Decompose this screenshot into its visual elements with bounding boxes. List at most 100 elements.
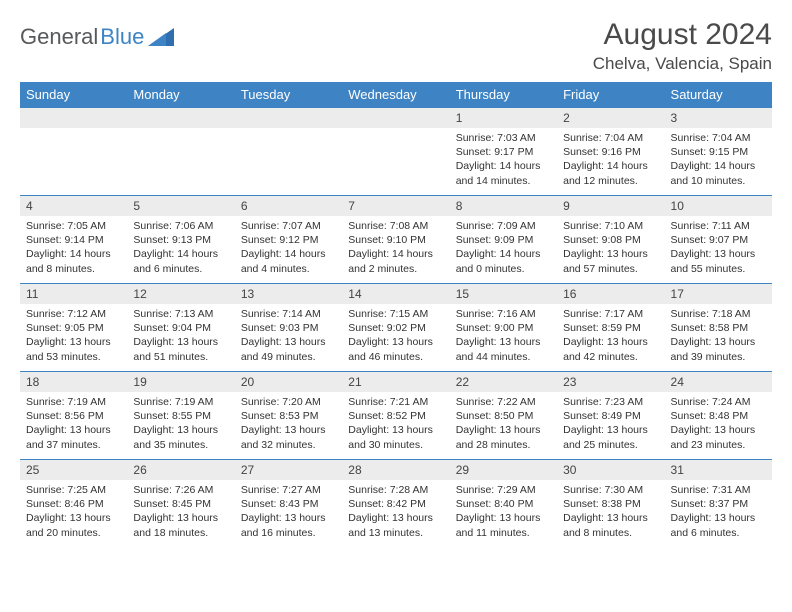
day-details: Sunrise: 7:29 AMSunset: 8:40 PMDaylight:…	[450, 480, 557, 544]
sunset-text: Sunset: 8:52 PM	[348, 409, 443, 423]
brand-part1: General	[20, 24, 98, 50]
calendar-row: 11Sunrise: 7:12 AMSunset: 9:05 PMDayligh…	[20, 283, 772, 371]
day-details: Sunrise: 7:22 AMSunset: 8:50 PMDaylight:…	[450, 392, 557, 456]
daylight-text: Daylight: 13 hours and 28 minutes.	[456, 423, 551, 451]
daylight-text: Daylight: 13 hours and 13 minutes.	[348, 511, 443, 539]
calendar-cell: 9Sunrise: 7:10 AMSunset: 9:08 PMDaylight…	[557, 195, 664, 283]
sunrise-text: Sunrise: 7:04 AM	[563, 131, 658, 145]
day-details: Sunrise: 7:15 AMSunset: 9:02 PMDaylight:…	[342, 304, 449, 368]
calendar-cell: 28Sunrise: 7:28 AMSunset: 8:42 PMDayligh…	[342, 459, 449, 547]
sunrise-text: Sunrise: 7:12 AM	[26, 307, 121, 321]
calendar-row: 4Sunrise: 7:05 AMSunset: 9:14 PMDaylight…	[20, 195, 772, 283]
sunrise-text: Sunrise: 7:19 AM	[133, 395, 228, 409]
sunrise-text: Sunrise: 7:07 AM	[241, 219, 336, 233]
calendar-cell: 27Sunrise: 7:27 AMSunset: 8:43 PMDayligh…	[235, 459, 342, 547]
sunrise-text: Sunrise: 7:23 AM	[563, 395, 658, 409]
day-details: Sunrise: 7:16 AMSunset: 9:00 PMDaylight:…	[450, 304, 557, 368]
calendar-cell: 15Sunrise: 7:16 AMSunset: 9:00 PMDayligh…	[450, 283, 557, 371]
calendar-cell: 5Sunrise: 7:06 AMSunset: 9:13 PMDaylight…	[127, 195, 234, 283]
header: GeneralBlue August 2024 Chelva, Valencia…	[20, 18, 772, 74]
day-details: Sunrise: 7:13 AMSunset: 9:04 PMDaylight:…	[127, 304, 234, 368]
sunset-text: Sunset: 8:49 PM	[563, 409, 658, 423]
sunset-text: Sunset: 8:48 PM	[671, 409, 766, 423]
day-number: 10	[665, 195, 772, 216]
day-details: Sunrise: 7:24 AMSunset: 8:48 PMDaylight:…	[665, 392, 772, 456]
calendar-cell: 29Sunrise: 7:29 AMSunset: 8:40 PMDayligh…	[450, 459, 557, 547]
calendar-cell: 26Sunrise: 7:26 AMSunset: 8:45 PMDayligh…	[127, 459, 234, 547]
day-details	[342, 128, 449, 135]
sunrise-text: Sunrise: 7:28 AM	[348, 483, 443, 497]
sunset-text: Sunset: 8:56 PM	[26, 409, 121, 423]
calendar-cell: 6Sunrise: 7:07 AMSunset: 9:12 PMDaylight…	[235, 195, 342, 283]
sunset-text: Sunset: 8:40 PM	[456, 497, 551, 511]
day-details: Sunrise: 7:06 AMSunset: 9:13 PMDaylight:…	[127, 216, 234, 280]
sunrise-text: Sunrise: 7:31 AM	[671, 483, 766, 497]
daylight-text: Daylight: 13 hours and 23 minutes.	[671, 423, 766, 451]
day-number: 13	[235, 283, 342, 304]
daylight-text: Daylight: 14 hours and 2 minutes.	[348, 247, 443, 275]
day-details: Sunrise: 7:11 AMSunset: 9:07 PMDaylight:…	[665, 216, 772, 280]
sunrise-text: Sunrise: 7:25 AM	[26, 483, 121, 497]
day-number: 14	[342, 283, 449, 304]
day-number: 30	[557, 459, 664, 480]
day-details: Sunrise: 7:19 AMSunset: 8:56 PMDaylight:…	[20, 392, 127, 456]
day-number: 3	[665, 107, 772, 128]
calendar-cell	[342, 107, 449, 195]
sunset-text: Sunset: 9:08 PM	[563, 233, 658, 247]
daylight-text: Daylight: 13 hours and 25 minutes.	[563, 423, 658, 451]
day-number: 12	[127, 283, 234, 304]
day-number: 31	[665, 459, 772, 480]
calendar-cell: 7Sunrise: 7:08 AMSunset: 9:10 PMDaylight…	[342, 195, 449, 283]
day-number: 11	[20, 283, 127, 304]
sunrise-text: Sunrise: 7:26 AM	[133, 483, 228, 497]
sunrise-text: Sunrise: 7:05 AM	[26, 219, 121, 233]
day-details: Sunrise: 7:27 AMSunset: 8:43 PMDaylight:…	[235, 480, 342, 544]
day-details: Sunrise: 7:03 AMSunset: 9:17 PMDaylight:…	[450, 128, 557, 192]
daylight-text: Daylight: 13 hours and 35 minutes.	[133, 423, 228, 451]
calendar-cell: 14Sunrise: 7:15 AMSunset: 9:02 PMDayligh…	[342, 283, 449, 371]
daylight-text: Daylight: 13 hours and 32 minutes.	[241, 423, 336, 451]
day-details: Sunrise: 7:17 AMSunset: 8:59 PMDaylight:…	[557, 304, 664, 368]
sunrise-text: Sunrise: 7:04 AM	[671, 131, 766, 145]
sunrise-text: Sunrise: 7:24 AM	[671, 395, 766, 409]
sunset-text: Sunset: 9:14 PM	[26, 233, 121, 247]
day-number: 16	[557, 283, 664, 304]
calendar-cell: 16Sunrise: 7:17 AMSunset: 8:59 PMDayligh…	[557, 283, 664, 371]
sunset-text: Sunset: 9:16 PM	[563, 145, 658, 159]
day-details: Sunrise: 7:26 AMSunset: 8:45 PMDaylight:…	[127, 480, 234, 544]
sunset-text: Sunset: 8:45 PM	[133, 497, 228, 511]
daylight-text: Daylight: 14 hours and 14 minutes.	[456, 159, 551, 187]
day-details: Sunrise: 7:20 AMSunset: 8:53 PMDaylight:…	[235, 392, 342, 456]
calendar-cell: 18Sunrise: 7:19 AMSunset: 8:56 PMDayligh…	[20, 371, 127, 459]
sunset-text: Sunset: 9:03 PM	[241, 321, 336, 335]
day-details: Sunrise: 7:19 AMSunset: 8:55 PMDaylight:…	[127, 392, 234, 456]
day-details	[20, 128, 127, 135]
calendar-cell: 24Sunrise: 7:24 AMSunset: 8:48 PMDayligh…	[665, 371, 772, 459]
day-details: Sunrise: 7:09 AMSunset: 9:09 PMDaylight:…	[450, 216, 557, 280]
daylight-text: Daylight: 14 hours and 12 minutes.	[563, 159, 658, 187]
sunrise-text: Sunrise: 7:17 AM	[563, 307, 658, 321]
day-details: Sunrise: 7:05 AMSunset: 9:14 PMDaylight:…	[20, 216, 127, 280]
daylight-text: Daylight: 14 hours and 4 minutes.	[241, 247, 336, 275]
day-number: 6	[235, 195, 342, 216]
month-title: August 2024	[593, 18, 772, 52]
sunrise-text: Sunrise: 7:21 AM	[348, 395, 443, 409]
daylight-text: Daylight: 13 hours and 57 minutes.	[563, 247, 658, 275]
sunset-text: Sunset: 8:53 PM	[241, 409, 336, 423]
sunrise-text: Sunrise: 7:22 AM	[456, 395, 551, 409]
sunrise-text: Sunrise: 7:19 AM	[26, 395, 121, 409]
day-number: 17	[665, 283, 772, 304]
daylight-text: Daylight: 14 hours and 8 minutes.	[26, 247, 121, 275]
weekday-header-row: Sunday Monday Tuesday Wednesday Thursday…	[20, 82, 772, 107]
calendar-row: 25Sunrise: 7:25 AMSunset: 8:46 PMDayligh…	[20, 459, 772, 547]
daylight-text: Daylight: 13 hours and 39 minutes.	[671, 335, 766, 363]
day-details: Sunrise: 7:12 AMSunset: 9:05 PMDaylight:…	[20, 304, 127, 368]
day-number: 25	[20, 459, 127, 480]
day-number	[127, 107, 234, 128]
day-details: Sunrise: 7:14 AMSunset: 9:03 PMDaylight:…	[235, 304, 342, 368]
sunset-text: Sunset: 9:02 PM	[348, 321, 443, 335]
day-number	[235, 107, 342, 128]
sunrise-text: Sunrise: 7:18 AM	[671, 307, 766, 321]
day-number: 2	[557, 107, 664, 128]
sunrise-text: Sunrise: 7:27 AM	[241, 483, 336, 497]
